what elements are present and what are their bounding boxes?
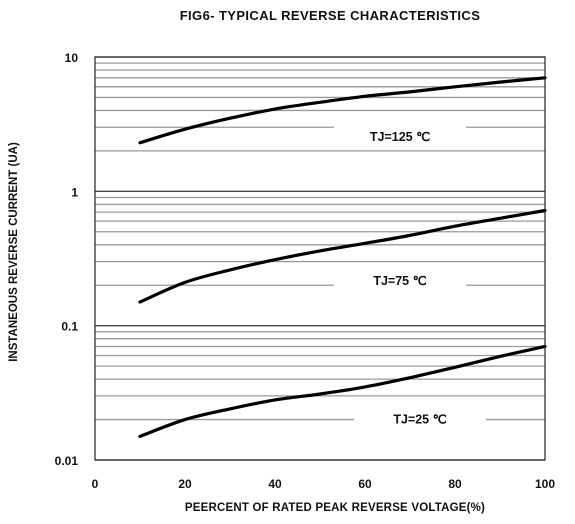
x-tick-label: 60 [358,477,372,491]
chart-title: FIG6- TYPICAL REVERSE CHARACTERISTICS [179,8,481,23]
y-tick-label: 0.1 [61,320,78,334]
series-label-background [354,403,486,432]
series-line [138,76,547,145]
series-label: TJ=125 ℃ [370,130,430,144]
series-label: TJ=75 ℃ [373,274,426,288]
x-tick-label: 80 [448,477,462,491]
x-tick-label: 100 [535,477,555,491]
curve-labels: TJ=125 ℃ TJ=75 ℃ TJ=25 ℃ [334,120,486,432]
y-tick-label: 1 [71,185,78,199]
series-line [138,344,547,438]
curves [138,76,547,438]
series-label: TJ=25 ℃ [393,412,446,426]
x-tick-label: 0 [92,477,99,491]
plot-frame [94,56,546,461]
y-tick-label: 0.01 [55,454,79,468]
tick-labels: 0 20 40 60 80 100 0.01 0.1 1 10 [55,51,556,491]
series-label-background [334,120,466,149]
series-line [138,208,547,304]
x-axis-label: PEERCENT OF RATED PEAK REVERSE VOLTAGE(%… [184,502,486,514]
series-label-background [334,265,466,294]
grid-lines [95,56,545,461]
y-tick-label: 10 [65,51,79,65]
x-tick-label: 40 [268,477,282,491]
x-tick-label: 20 [178,477,192,491]
